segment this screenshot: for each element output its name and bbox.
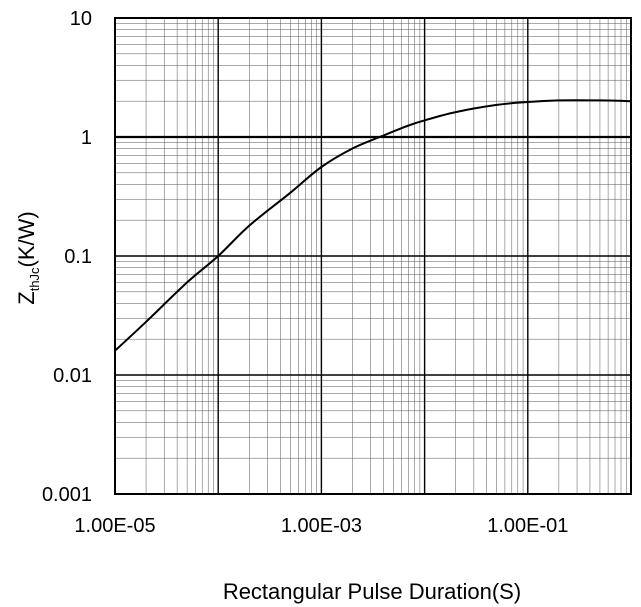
y-axis-title-sub: thJc: [27, 267, 42, 291]
x-tick-label: 1.00E-01: [487, 515, 568, 537]
y-axis-title: ZthJc(K/W): [14, 211, 42, 305]
y-tick-label: 10: [70, 8, 92, 30]
x-axis-title: Rectangular Pulse Duration(S): [223, 579, 521, 604]
y-tick-labels: 0.001 0.01 0.1 1 10: [42, 8, 92, 506]
x-tick-label: 1.00E-05: [74, 515, 155, 537]
y-tick-label: 0.001: [42, 484, 92, 506]
y-axis-title-main: Z: [14, 291, 39, 304]
y-axis-title-unit: (K/W): [14, 211, 39, 267]
x-tick-label: 1.00E-03: [281, 515, 362, 537]
series-line: [114, 99, 632, 352]
y-tick-label: 0.1: [64, 246, 92, 268]
plot-frame: [114, 17, 632, 495]
y-tick-label: 0.01: [53, 365, 92, 387]
x-tick-labels: 1.00E-05 1.00E-03 1.00E-01: [74, 515, 568, 537]
y-tick-label: 1: [81, 127, 92, 149]
